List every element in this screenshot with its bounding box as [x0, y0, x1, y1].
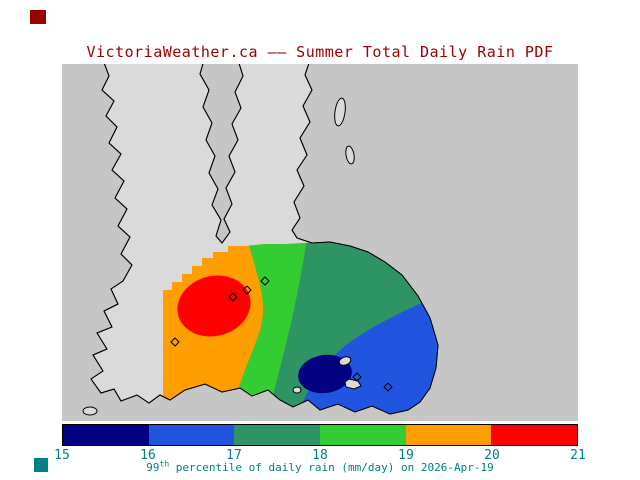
colorbar-segment [234, 425, 321, 445]
colorbar [62, 424, 578, 446]
colorbar-ticks: 15 16 17 18 19 20 21 [54, 448, 586, 463]
colorbar-segment [320, 425, 406, 445]
contour-band-red [177, 275, 251, 337]
caption-percentile-number: 99 [146, 461, 160, 474]
page-title: VictoriaWeather.ca —— Summer Total Daily… [86, 43, 554, 61]
colorbar-tick: 21 [570, 448, 586, 463]
small-island [334, 97, 346, 127]
colorbar-segment [491, 425, 578, 445]
small-island [82, 406, 98, 416]
station-marker [352, 372, 362, 382]
colorbar-segment [405, 425, 492, 445]
small-island [292, 386, 302, 394]
caption-superscript: th [159, 459, 170, 469]
colorbar-segment [63, 425, 149, 445]
small-island [345, 145, 355, 165]
colorbar-tick: 18 [312, 448, 328, 463]
colorbar-tick: 19 [398, 448, 414, 463]
caption-text: percentile of daily rain (mm/day) on 202… [169, 461, 494, 474]
station-marker [260, 276, 270, 286]
contour-band-blue [296, 292, 438, 414]
station-marker [228, 292, 238, 302]
colorbar-caption: 99th percentile of daily rain (mm/day) o… [0, 459, 640, 474]
station-marker [242, 285, 252, 295]
small-island [338, 356, 352, 366]
top-left-corner-mark [30, 10, 46, 24]
station-marker [383, 382, 393, 392]
contour-band-navy [298, 354, 352, 394]
station-markers [170, 276, 393, 392]
bottom-left-corner-mark [34, 458, 48, 472]
colorbar-tick: 20 [484, 448, 500, 463]
colorbar-tick: 17 [226, 448, 242, 463]
colorbar-tick: 16 [140, 448, 156, 463]
colorbar-segment [148, 425, 235, 445]
station-marker [170, 337, 180, 347]
colorbar-tick: 15 [54, 448, 70, 463]
